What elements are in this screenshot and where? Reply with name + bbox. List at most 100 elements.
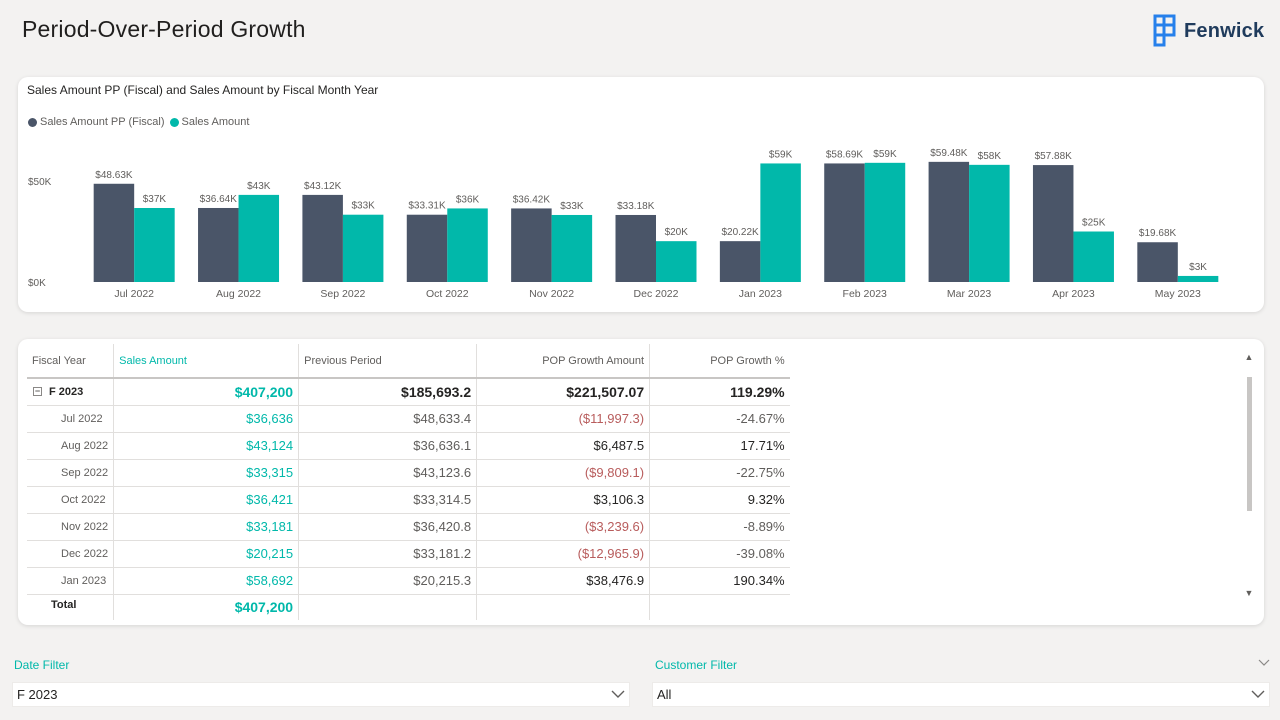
row-growth-pct: -39.08% [649, 540, 790, 568]
x-tick-label: Mar 2023 [947, 288, 992, 300]
bar-sales-amount[interactable] [447, 208, 488, 282]
table-row[interactable]: Dec 2022 $20,215 $33,181.2 ($12,965.9) -39.0… [27, 540, 790, 568]
x-tick-label: Dec 2022 [634, 288, 679, 300]
row-growth-amount: ($12,965.9) [476, 540, 651, 568]
bar-sales-amount-pp[interactable] [198, 207, 239, 282]
total-previous [298, 594, 478, 620]
table-row[interactable]: Nov 2022 $33,181 $36,420.8 ($3,239.6) -8.89% [27, 513, 790, 541]
x-tick-label: Feb 2023 [843, 288, 888, 300]
chart-legend[interactable]: Sales Amount PP (Fiscal) Sales Amount [28, 116, 254, 128]
bar-sales-amount[interactable] [760, 163, 801, 282]
row-growth-pct: -24.67% [649, 405, 790, 433]
bar-sales-amount-pp[interactable] [302, 194, 343, 282]
scroll-down-icon[interactable]: ▼ [1244, 588, 1254, 598]
bar-sales-amount[interactable] [134, 207, 175, 282]
customer-filter-label: Customer Filter [655, 658, 738, 672]
legend-item-pp[interactable]: Sales Amount PP (Fiscal) [28, 116, 165, 128]
data-label: $20K [665, 227, 689, 238]
x-tick-label: Oct 2022 [426, 288, 469, 300]
customer-filter-dropdown[interactable]: All [652, 682, 1270, 707]
x-tick-label: May 2023 [1155, 288, 1201, 300]
group-growth-pct: 119.29% [649, 378, 790, 406]
data-label: $25K [1082, 218, 1106, 229]
col-header-fiscal-year[interactable]: Fiscal Year [27, 344, 115, 379]
row-previous: $36,420.8 [298, 513, 478, 541]
total-growth-amount [476, 594, 651, 620]
legend-item-sales[interactable]: Sales Amount [169, 116, 249, 128]
col-header-sales-amount[interactable]: Sales Amount [113, 344, 300, 379]
bar-sales-amount[interactable] [656, 241, 697, 282]
group-cell: − F 2023 [27, 378, 115, 406]
table-row[interactable]: Jul 2022 $36,636 $48,633.4 ($11,997.3) -24.6… [27, 405, 790, 433]
col-header-pop-growth-pct[interactable]: POP Growth % [649, 344, 790, 379]
data-label: $36K [456, 194, 480, 205]
date-filter-dropdown[interactable]: F 2023 [12, 682, 630, 707]
bar-sales-amount-pp[interactable] [928, 161, 970, 282]
data-label: $48.63K [95, 170, 133, 181]
scrollbar-thumb[interactable] [1247, 377, 1252, 511]
group-sales: $407,200 [113, 378, 300, 406]
bar-sales-amount[interactable] [864, 162, 906, 282]
data-label: $20.22K [721, 227, 759, 238]
total-growth-pct [650, 594, 790, 620]
data-label: $58.69K [826, 149, 864, 160]
row-sales: $58,692 [113, 567, 300, 595]
bar-sales-amount-pp[interactable] [824, 163, 865, 282]
customer-filter-expand-chevron-icon[interactable] [1258, 659, 1270, 667]
date-filter-chevron-down-icon[interactable] [611, 689, 625, 699]
bar-sales-amount-pp[interactable] [511, 208, 552, 282]
row-sales: $43,124 [113, 432, 300, 460]
date-filter-label: Date Filter [14, 658, 70, 672]
scroll-up-icon[interactable]: ▲ [1244, 352, 1254, 362]
bar-sales-amount[interactable] [551, 214, 593, 282]
row-label: Sep 2022 [27, 459, 115, 487]
bar-sales-amount-pp[interactable] [1032, 165, 1074, 282]
brand-logo: Fenwick [1153, 13, 1264, 49]
bar-sales-amount-pp[interactable] [719, 241, 761, 282]
table-row[interactable]: Aug 2022 $43,124 $36,636.1 $6,487.5 17.71% [27, 432, 790, 460]
x-tick-label: Sep 2022 [320, 288, 365, 300]
row-label: Nov 2022 [27, 513, 115, 541]
bar-sales-amount-pp[interactable] [1137, 242, 1178, 282]
pop-matrix-table: Fiscal Year Sales Amount Previous Period… [27, 344, 790, 620]
bar-sales-amount-pp[interactable] [93, 183, 135, 282]
table-row[interactable]: Sep 2022 $33,315 $43,123.6 ($9,809.1) -22.75… [27, 459, 790, 487]
bar-chart: $0K $50K $48.63K $37K Jul 2022 $36.64K $43K Aug… [28, 148, 1219, 300]
bar-sales-amount-pp[interactable] [615, 214, 657, 282]
bar-sales-amount-pp[interactable] [406, 214, 448, 282]
x-tick-label: Apr 2023 [1052, 288, 1095, 300]
bar-sales-amount[interactable] [238, 194, 280, 282]
table-row[interactable]: Jan 2023 $58,692 $20,215.3 $38,476.9 190.34% [27, 567, 790, 595]
row-previous: $36,636.1 [298, 432, 478, 460]
total-label: Total [27, 594, 115, 620]
y-tick-label: $0K [28, 278, 46, 289]
collapse-icon[interactable]: − [33, 386, 42, 397]
customer-filter-chevron-down-icon[interactable] [1251, 689, 1265, 699]
bar-sales-amount[interactable] [969, 164, 1010, 282]
row-growth-amount: ($9,809.1) [476, 459, 651, 487]
row-previous: $33,181.2 [298, 540, 478, 568]
row-previous: $43,123.6 [298, 459, 478, 487]
col-header-previous-period[interactable]: Previous Period [298, 344, 478, 379]
row-label: Aug 2022 [27, 432, 115, 460]
data-label: $3K [1189, 262, 1207, 273]
row-growth-amount: $38,476.9 [476, 567, 651, 595]
x-tick-label: Jul 2022 [114, 288, 154, 300]
chart-visual[interactable]: Sales Amount PP (Fiscal) and Sales Amoun… [18, 77, 1264, 312]
bar-sales-amount[interactable] [1177, 275, 1219, 282]
data-label: $59K [873, 149, 897, 160]
bar-sales-amount[interactable] [1073, 231, 1114, 283]
table-header-row: Fiscal Year Sales Amount Previous Period… [27, 344, 790, 379]
table-group-row: − F 2023 $407,200 $185,693.2 $221,507.07 … [27, 378, 790, 406]
matrix-visual[interactable]: Fiscal Year Sales Amount Previous Period… [18, 339, 1264, 625]
col-header-pop-growth-amount[interactable]: POP Growth Amount [476, 344, 651, 379]
customer-filter-value: All [657, 687, 672, 702]
group-label: F 2023 [49, 385, 84, 398]
data-label: $33.18K [617, 201, 655, 212]
bar-sales-amount[interactable] [342, 214, 384, 282]
row-growth-amount: $6,487.5 [476, 432, 651, 460]
legend-marker-sales [169, 117, 179, 127]
table-row[interactable]: Oct 2022 $36,421 $33,314.5 $3,106.3 9.32% [27, 486, 790, 514]
legend-marker-pp [28, 117, 37, 127]
row-previous: $20,215.3 [298, 567, 478, 595]
